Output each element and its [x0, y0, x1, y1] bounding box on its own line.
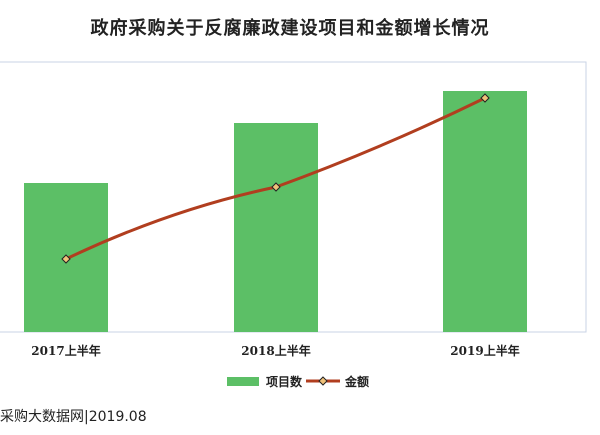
legend: 项目数 金额 — [227, 374, 369, 389]
legend-swatch-marker — [318, 376, 328, 386]
line-point-3 — [480, 93, 490, 103]
bars-layer — [24, 91, 527, 332]
chart-title: 政府采购关于反腐廉政建设项目和金额增长情况 — [90, 18, 490, 39]
source-note: 采购大数据网|2019.08 — [0, 409, 147, 425]
x-tick-label: 2017上半年 — [31, 343, 100, 358]
x-tick-label: 2018上半年 — [241, 343, 310, 358]
bar-2 — [234, 123, 318, 332]
line-point-1 — [61, 254, 71, 264]
bar-3 — [443, 91, 527, 332]
legend-label-bar: 项目数 — [266, 374, 303, 389]
legend-label-line: 金额 — [344, 374, 369, 389]
line-point-2 — [271, 182, 281, 192]
x-tick-label: 2019上半年 — [450, 343, 519, 358]
x-axis-ticks: 2017上半年 2018上半年 2019上半年 — [31, 343, 519, 358]
line-layer — [61, 93, 490, 264]
legend-swatch-bar — [227, 377, 259, 386]
